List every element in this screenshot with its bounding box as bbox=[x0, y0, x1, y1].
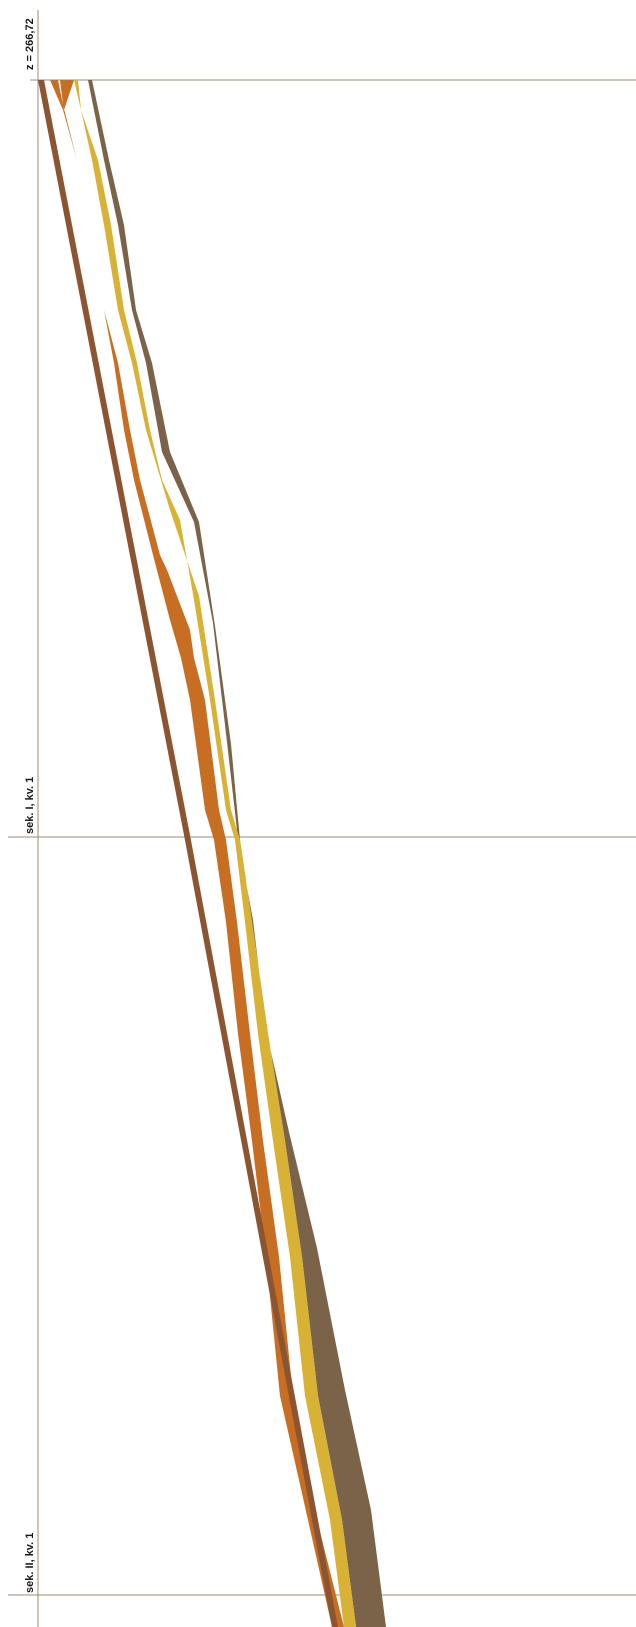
top-elevation-label: z = 266,72 bbox=[24, 18, 36, 70]
yellow-layer bbox=[58, 80, 356, 1627]
base-edge-layer bbox=[38, 80, 338, 1627]
section-2-label: sek. II, kv. 1 bbox=[24, 1532, 36, 1593]
topsoil-layer bbox=[78, 80, 386, 1627]
section-1-label: sek. I, kv. 1 bbox=[24, 776, 36, 834]
orange-layer bbox=[40, 80, 344, 1627]
